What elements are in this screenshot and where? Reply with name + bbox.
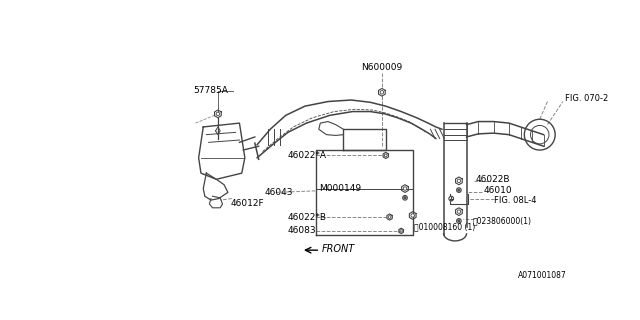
Text: 46012F: 46012F	[230, 199, 264, 208]
Circle shape	[388, 216, 391, 219]
Text: N600009: N600009	[361, 63, 403, 72]
Circle shape	[385, 154, 387, 157]
Circle shape	[216, 112, 220, 116]
Text: 46022*A: 46022*A	[288, 151, 327, 160]
Circle shape	[403, 196, 407, 200]
Text: 57785A: 57785A	[193, 86, 228, 95]
Circle shape	[458, 189, 460, 191]
Circle shape	[449, 196, 454, 201]
Circle shape	[457, 210, 461, 213]
Text: Ⓗ023806000(1): Ⓗ023806000(1)	[473, 216, 532, 225]
Circle shape	[457, 179, 461, 183]
Circle shape	[400, 230, 403, 232]
Text: FIG. 08L-4: FIG. 08L-4	[493, 196, 536, 204]
Circle shape	[456, 188, 461, 192]
Circle shape	[458, 220, 460, 222]
Circle shape	[380, 91, 383, 94]
Text: 46083: 46083	[288, 227, 317, 236]
Text: 46010: 46010	[484, 186, 512, 195]
Text: A071001087: A071001087	[518, 271, 566, 280]
Text: Ⓑ010008160 (1): Ⓑ010008160 (1)	[414, 222, 476, 232]
Circle shape	[404, 196, 406, 199]
Circle shape	[456, 219, 461, 223]
Text: 46043: 46043	[265, 188, 293, 197]
Text: FIG. 070-2: FIG. 070-2	[565, 94, 609, 103]
Circle shape	[403, 187, 407, 190]
Text: FRONT: FRONT	[322, 244, 355, 254]
Text: 46022*B: 46022*B	[288, 212, 327, 221]
Text: M000149: M000149	[319, 184, 361, 193]
Circle shape	[411, 214, 415, 217]
Text: 46022B: 46022B	[476, 175, 510, 184]
